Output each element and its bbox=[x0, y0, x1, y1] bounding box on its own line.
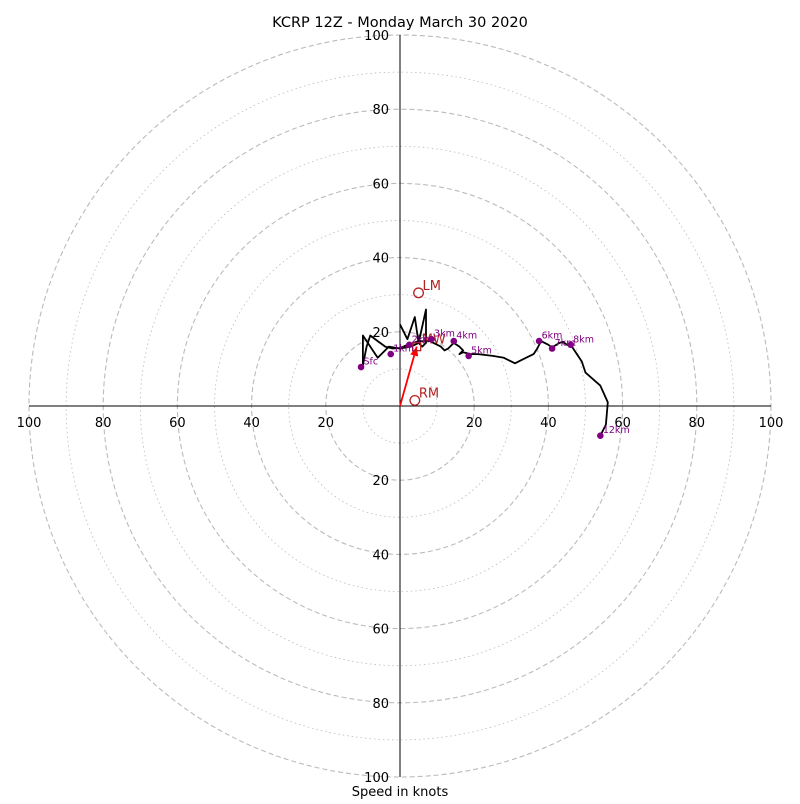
height-marker-label: 1km bbox=[393, 344, 414, 355]
height-marker-point bbox=[535, 337, 543, 345]
left-mover-label: LM bbox=[423, 279, 441, 294]
height-marker-point bbox=[450, 337, 458, 345]
height-marker-label: 7km bbox=[555, 338, 576, 349]
height-marker-point bbox=[387, 350, 395, 358]
x-tick-label: 20 bbox=[318, 416, 335, 431]
height-marker-point bbox=[465, 352, 472, 360]
right-mover-marker bbox=[409, 394, 421, 406]
left-mover-marker bbox=[413, 287, 425, 299]
y-tick-label: 100 bbox=[364, 29, 389, 44]
height-marker-point bbox=[405, 341, 413, 349]
height-marker-point bbox=[567, 341, 574, 349]
height-marker-point bbox=[357, 363, 365, 371]
x-tick-label: 40 bbox=[243, 416, 260, 431]
chart-title: KCRP 12Z - Monday March 30 2020 bbox=[272, 15, 528, 31]
height-marker-label: 3km bbox=[434, 329, 455, 340]
mean-wind-marker bbox=[412, 341, 422, 352]
y-tick-label: 60 bbox=[372, 623, 389, 638]
height-marker-label: 6km bbox=[542, 331, 563, 342]
height-marker-label: 12km bbox=[603, 425, 630, 436]
x-tick-label: 60 bbox=[169, 416, 186, 431]
x-tick-label: 40 bbox=[540, 416, 557, 431]
height-marker-label: 2km bbox=[412, 334, 433, 345]
height-marker-point bbox=[548, 345, 556, 352]
x-axis-label: Speed in knots bbox=[352, 785, 449, 800]
x-tick-label: 100 bbox=[17, 416, 42, 431]
y-tick-label: 20 bbox=[372, 326, 389, 341]
x-tick-label: 80 bbox=[95, 416, 112, 431]
y-tick-label: 40 bbox=[372, 548, 389, 563]
height-marker-label: Sfc bbox=[364, 357, 379, 368]
y-tick-label: 20 bbox=[372, 474, 389, 489]
height-marker-label: 5km bbox=[471, 345, 492, 356]
x-tick-label: 80 bbox=[689, 416, 706, 431]
storm-motion-group: MWLMRM bbox=[399, 279, 446, 407]
x-tick-label: 100 bbox=[759, 416, 784, 431]
axis-tick-labels: 100 80 60 40 20 20 40 60 80 100 100 80 60 40 20 20 40 60 8… bbox=[17, 29, 784, 786]
mean-wind-arrowhead bbox=[410, 346, 419, 357]
height-marker-label: 8km bbox=[573, 334, 594, 345]
hodograph-trace bbox=[362, 334, 609, 437]
y-tick-label: 40 bbox=[372, 252, 389, 267]
y-tick-label: 80 bbox=[372, 103, 389, 118]
y-tick-label: 80 bbox=[372, 697, 389, 712]
height-marker-point bbox=[428, 335, 435, 343]
height-marker-label: 4km bbox=[456, 331, 477, 342]
x-tick-label: 20 bbox=[466, 416, 483, 431]
height-marker-point bbox=[597, 432, 604, 439]
mean-wind-arrow bbox=[399, 346, 418, 407]
right-mover-label: RM bbox=[419, 386, 439, 401]
y-tick-label: 60 bbox=[372, 177, 389, 192]
y-tick-label: 100 bbox=[364, 771, 389, 786]
x-tick-label: 60 bbox=[614, 416, 631, 431]
